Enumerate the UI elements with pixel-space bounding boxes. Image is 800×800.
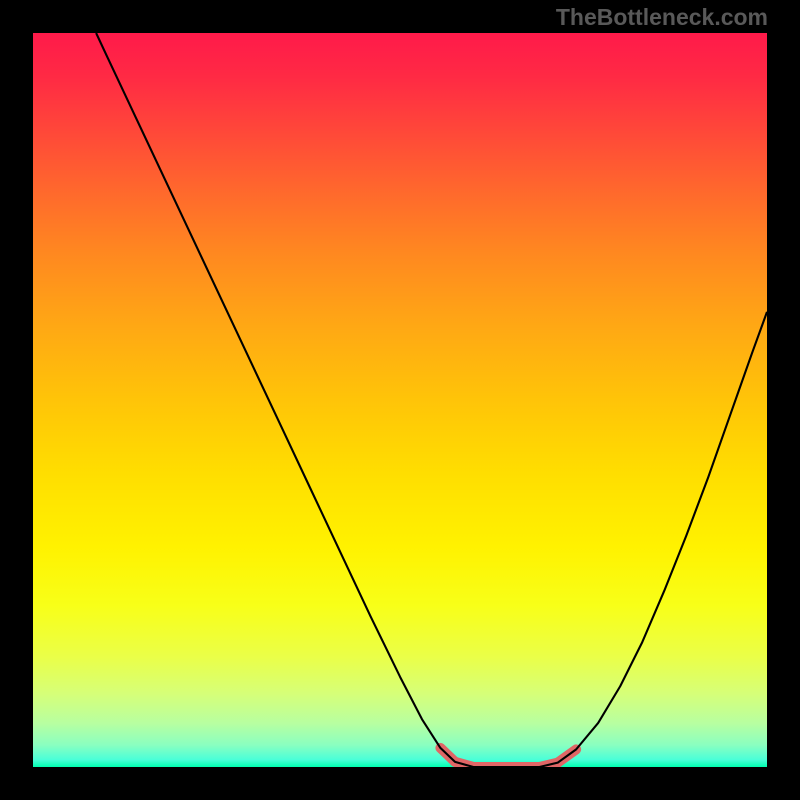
gradient-background — [33, 33, 767, 767]
plot-frame — [33, 33, 767, 767]
watermark-text: TheBottleneck.com — [556, 4, 768, 31]
chart-svg — [33, 33, 767, 767]
chart-stage: TheBottleneck.com — [0, 0, 800, 800]
